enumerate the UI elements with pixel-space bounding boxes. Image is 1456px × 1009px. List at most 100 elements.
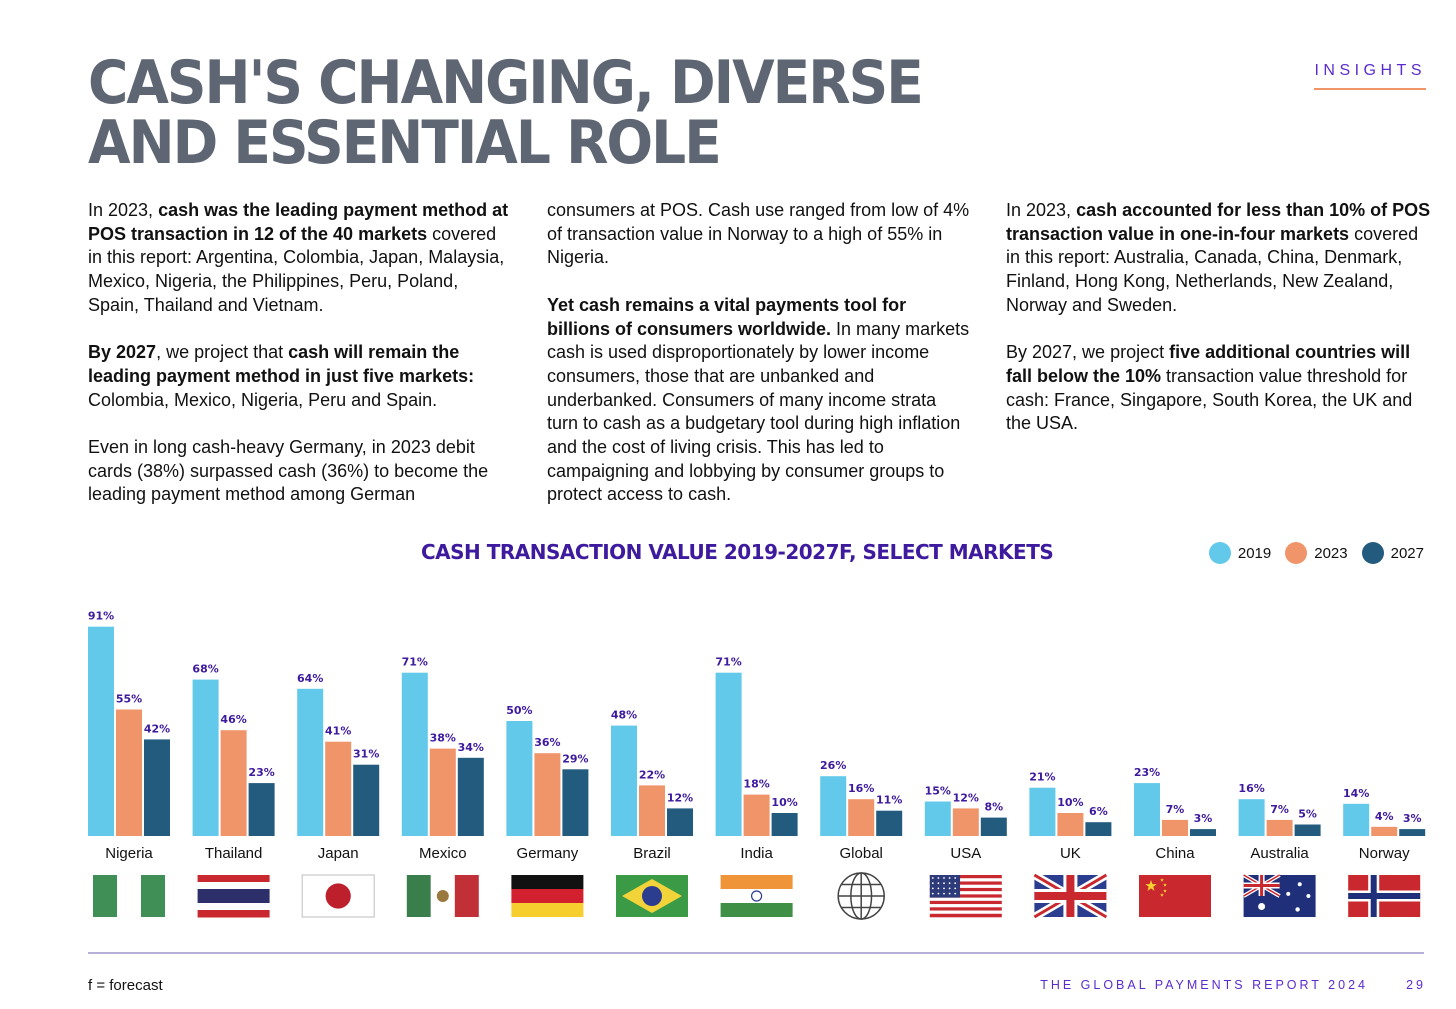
paragraph: consumers at POS. Cash use ranged from l… bbox=[547, 199, 972, 270]
data-label: 14% bbox=[1343, 787, 1369, 800]
data-label: 3% bbox=[1194, 812, 1213, 825]
data-label: 26% bbox=[820, 759, 846, 772]
bar-japan-2023 bbox=[325, 741, 352, 836]
bar-usa-2027 bbox=[980, 817, 1007, 836]
data-label: 31% bbox=[353, 748, 379, 761]
data-label: 3% bbox=[1403, 812, 1422, 825]
india-flag-icon bbox=[720, 875, 793, 917]
category-label: Brazil bbox=[633, 845, 671, 862]
bar-japan-2027 bbox=[353, 764, 380, 836]
china-flag-icon bbox=[1139, 875, 1211, 917]
bar-thailand-2019 bbox=[192, 679, 219, 836]
category-label: Nigeria bbox=[105, 845, 153, 862]
report-name: THE GLOBAL PAYMENTS REPORT 2024 bbox=[1040, 978, 1368, 992]
bar-germany-2019 bbox=[506, 721, 533, 836]
bar-norway-2027 bbox=[1399, 829, 1426, 836]
data-label: 91% bbox=[88, 610, 114, 623]
germany-flag-icon bbox=[511, 875, 584, 917]
data-label: 46% bbox=[220, 713, 246, 726]
data-label: 42% bbox=[144, 722, 170, 735]
data-label: 7% bbox=[1166, 803, 1185, 816]
data-label: 22% bbox=[639, 768, 665, 781]
data-label: 55% bbox=[116, 693, 142, 706]
bar-brazil-2019 bbox=[611, 725, 637, 836]
data-label: 16% bbox=[1238, 782, 1264, 795]
category-label: Japan bbox=[318, 845, 359, 862]
bar-nigeria-2027 bbox=[144, 739, 170, 836]
text-run: By 2027, we project bbox=[1006, 342, 1170, 363]
bar-nigeria-2019 bbox=[88, 626, 114, 836]
bar-usa-2023 bbox=[952, 808, 979, 836]
data-label: 41% bbox=[325, 725, 351, 738]
category-label: China bbox=[1155, 845, 1195, 862]
text-run: , we project that bbox=[156, 342, 289, 363]
legend-swatch-2027 bbox=[1361, 542, 1384, 564]
category-label: Global bbox=[840, 845, 883, 862]
data-label: 23% bbox=[248, 766, 274, 779]
legend-label-2027: 2027 bbox=[1390, 544, 1424, 562]
category-label: Thailand bbox=[205, 845, 263, 862]
uk-flag-icon bbox=[1032, 871, 1109, 921]
bar-mexico-2027 bbox=[457, 757, 484, 836]
norway-flag-icon bbox=[1348, 875, 1421, 917]
bar-mexico-2023 bbox=[429, 748, 456, 836]
data-label: 16% bbox=[848, 782, 874, 795]
paragraph: By 2027, we project that cash will remai… bbox=[88, 341, 513, 412]
category-label: UK bbox=[1060, 845, 1081, 862]
text-column-3: In 2023, cash accounted for less than 10… bbox=[1006, 199, 1431, 460]
bar-norway-2023 bbox=[1371, 826, 1398, 836]
legend-item-2023: 2023 bbox=[1285, 542, 1348, 564]
section-tag: INSIGHTS bbox=[1314, 62, 1426, 90]
bar-mexico-2019 bbox=[401, 672, 428, 836]
category-label: Australia bbox=[1250, 845, 1309, 862]
bar-australia-2023 bbox=[1266, 819, 1293, 836]
text-run: consumers at POS. Cash use ranged from l… bbox=[547, 200, 970, 268]
data-label: 12% bbox=[667, 791, 693, 804]
text-run: covered in this report: Australia, Canad… bbox=[1006, 223, 1419, 315]
chart-legend: 2019 2023 2027 bbox=[1208, 542, 1424, 564]
data-label: 50% bbox=[506, 704, 532, 717]
legend-label-2023: 2023 bbox=[1314, 544, 1348, 562]
data-label: 5% bbox=[1298, 808, 1317, 821]
page-number: 29 bbox=[1406, 978, 1426, 992]
page-title: CASH'S CHANGING, DIVERSE AND ESSENTIAL R… bbox=[88, 52, 1048, 173]
legend-label-2019: 2019 bbox=[1237, 544, 1272, 562]
data-label: 8% bbox=[984, 801, 1003, 814]
paragraph: In 2023, cash accounted for less than 10… bbox=[1006, 199, 1431, 318]
data-label: 15% bbox=[925, 785, 951, 798]
bold-text: cash accounted for less than 10% of POS … bbox=[1006, 200, 1431, 244]
nigeria-flag-icon bbox=[93, 875, 165, 917]
bold-text: cash will remain the leading payment met… bbox=[88, 342, 475, 386]
text-column-2: consumers at POS. Cash use ranged from l… bbox=[547, 199, 972, 531]
bar-norway-2019 bbox=[1343, 803, 1370, 836]
data-label: 10% bbox=[1057, 796, 1083, 809]
data-label: 48% bbox=[611, 709, 637, 722]
data-label: 71% bbox=[715, 656, 741, 669]
bold-text: Yet cash remains a vital payments tool f… bbox=[547, 294, 907, 339]
paragraph: Yet cash remains a vital payments tool f… bbox=[547, 294, 972, 507]
bar-uk-2027 bbox=[1085, 822, 1112, 836]
forecast-footnote: f = forecast bbox=[88, 977, 163, 994]
text-run: transaction value threshold for cash: Fr… bbox=[1006, 365, 1413, 434]
text-run: Even in long cash-heavy Germany, in 2023… bbox=[88, 437, 489, 505]
bold-text: cash was the leading payment method at P… bbox=[88, 200, 509, 244]
bar-global-2027 bbox=[876, 810, 903, 836]
data-label: 68% bbox=[192, 663, 218, 676]
legend-swatch-2019 bbox=[1208, 542, 1231, 564]
text-run: Colombia, Mexico, Nigeria, Peru and Spai… bbox=[88, 389, 438, 410]
data-label: 71% bbox=[402, 656, 428, 669]
thailand-flag-icon bbox=[197, 875, 270, 918]
paragraph: By 2027, we project five additional coun… bbox=[1006, 341, 1431, 436]
text-run: In many markets cash is used disproporti… bbox=[547, 318, 970, 505]
bar-thailand-2027 bbox=[248, 783, 275, 836]
data-label: 11% bbox=[876, 794, 902, 807]
globe-icon bbox=[837, 872, 885, 920]
legend-item-2027: 2027 bbox=[1361, 542, 1424, 564]
bar-global-2023 bbox=[848, 799, 875, 836]
bar-uk-2019 bbox=[1029, 787, 1056, 836]
data-label: 6% bbox=[1089, 805, 1108, 818]
bar-india-2027 bbox=[771, 813, 798, 836]
bar-germany-2027 bbox=[562, 769, 589, 836]
mexico-flag-icon bbox=[406, 875, 479, 917]
bar-brazil-2027 bbox=[667, 808, 693, 836]
